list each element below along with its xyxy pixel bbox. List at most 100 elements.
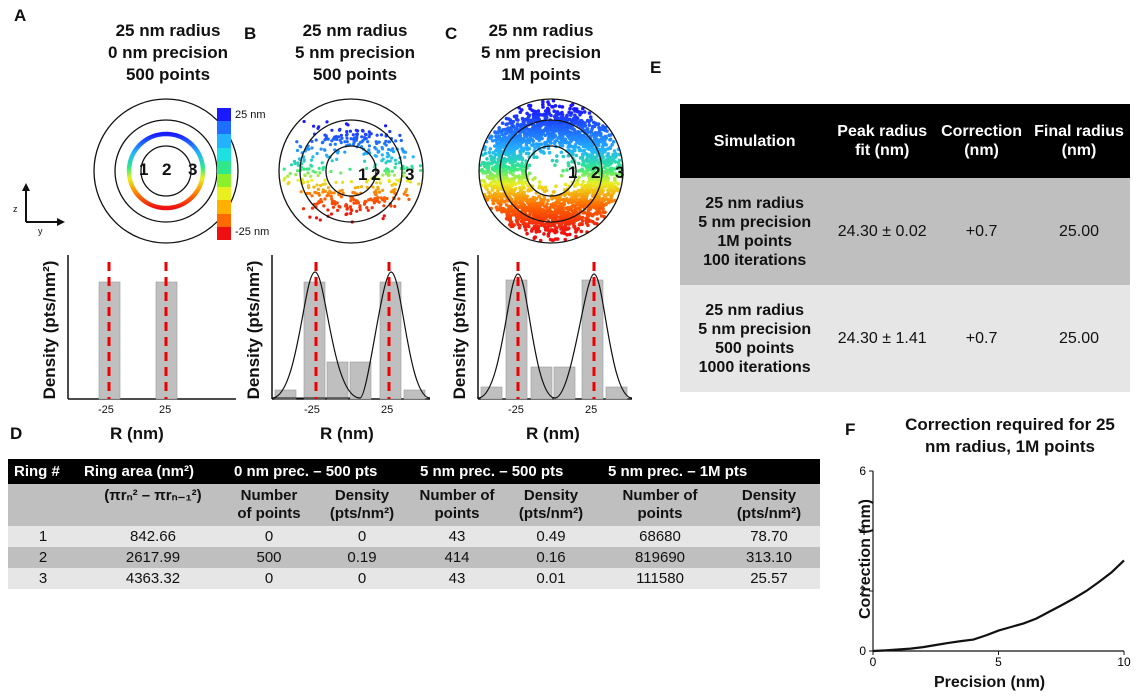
- cell: 313.10: [718, 547, 820, 568]
- col-peak-radius: Peak radius fit (nm): [829, 104, 936, 178]
- empty-cell: [8, 484, 78, 526]
- colorbar-segment: [217, 160, 231, 175]
- cell: 78.70: [718, 526, 820, 547]
- cell: 2617.99: [78, 547, 228, 568]
- panel-b-title: 25 nm radius 5 nm precision 500 points: [265, 20, 445, 86]
- subheader: Number of points: [228, 484, 310, 526]
- table-row: 1 842.66 0 0 43 0.49 68680 78.70: [8, 526, 820, 547]
- colorbar-segment: [217, 147, 231, 161]
- panel-a-title: 25 nm radius 0 nm precision 500 points: [78, 20, 258, 86]
- correction-series-line: [872, 559, 1125, 653]
- cell: 25.57: [718, 568, 820, 589]
- fit-cell: 24.30 ± 1.41: [829, 285, 936, 392]
- axis-y-label: y: [38, 226, 43, 236]
- colorbar-segment: [217, 174, 231, 188]
- sim-line: 100 iterations: [703, 251, 807, 269]
- colorbar-segment: [217, 121, 231, 135]
- panel-b-ring-1-label: 1: [358, 165, 368, 184]
- subheader: Number of points: [602, 484, 718, 526]
- colorbar-segment: [217, 108, 231, 122]
- cell: 1: [8, 526, 78, 547]
- cell: 4363.32: [78, 568, 228, 589]
- table-row: 2 2617.99 500 0.19 414 0.16 819690 313.1…: [8, 547, 820, 568]
- panel-label-e: E: [650, 58, 662, 77]
- y-tick-label: 2: [859, 584, 866, 598]
- panel-b-xlabel: R (nm): [320, 424, 374, 443]
- panel-c-ring-1-label: 1: [568, 163, 578, 182]
- final-cell: 25.00: [1028, 178, 1130, 285]
- x-tick-label: 10: [1117, 655, 1131, 669]
- panel-label-f: F: [845, 420, 856, 439]
- corr-cell: +0.7: [935, 285, 1028, 392]
- title-line: 5 nm precision: [295, 43, 415, 62]
- axis-z-label: z: [13, 204, 18, 214]
- panel-a-ring-3-label: 3: [188, 160, 198, 179]
- panel-b-tick-25: 25: [381, 404, 394, 416]
- chart-f-ylabel: Correction (nm): [857, 499, 874, 619]
- subheader: Density (pts/nm²): [718, 484, 820, 526]
- panel-c-ring-3-label: 3: [615, 163, 625, 182]
- colorbar-segment: [217, 134, 231, 148]
- panel-a-xlabel: R (nm): [110, 424, 164, 443]
- title-line: 500 points: [312, 65, 398, 84]
- sim-cell: 25 nm radius 5 nm precision 500 points 1…: [680, 285, 830, 392]
- cell: 68680: [602, 526, 718, 547]
- cell: 3: [8, 568, 78, 589]
- cell: 0: [310, 568, 414, 589]
- col-final-radius: Final radius (nm): [1028, 104, 1130, 178]
- x-tick-label: 5: [995, 655, 1002, 669]
- title-line: 5 nm precision: [481, 43, 601, 62]
- colorbar: [217, 108, 231, 241]
- table-row: 3 4363.32 0 0 43 0.01 111580 25.57: [8, 568, 820, 589]
- sim-line: 5 nm precision: [698, 213, 812, 231]
- chart-f-title: Correction required for 25 nm radius, 1M…: [905, 415, 1115, 456]
- sim-line: 5 nm precision: [698, 320, 812, 338]
- col-simulation: Simulation: [680, 104, 830, 178]
- corr-cell: +0.7: [935, 178, 1028, 285]
- panel-label-b: B: [244, 24, 257, 43]
- panel-b-ring-3-label: 3: [405, 165, 415, 184]
- sim-line: 25 nm radius: [705, 301, 804, 319]
- title-line: 1M points: [501, 65, 581, 84]
- subheader: Density (pts/nm²): [310, 484, 414, 526]
- cell: 0.16: [500, 547, 602, 568]
- cell: 414: [414, 547, 500, 568]
- panel-label-a: A: [14, 6, 27, 25]
- title-line: 500 points: [125, 65, 211, 84]
- cell: 0: [228, 526, 310, 547]
- cell: 111580: [602, 568, 718, 589]
- subheader-area-formula: (πrₙ² – πrₙ₋₁²): [78, 484, 228, 526]
- cell: 0.01: [500, 568, 602, 589]
- x-tick-label: 0: [870, 655, 877, 669]
- y-tick-label: 6: [859, 464, 866, 478]
- col-correction: Correction (nm): [935, 104, 1028, 178]
- col-0nm-500pts: 0 nm prec. – 500 pts: [228, 459, 414, 484]
- colorbar-segment: [217, 200, 231, 214]
- panel-label-c: C: [445, 24, 458, 43]
- chart-f-xlabel: Precision (nm): [934, 674, 1046, 691]
- panel-a-tick-25: 25: [159, 404, 172, 416]
- panel-c-ring-2-label: 2: [591, 163, 601, 182]
- subheader-row: (πrₙ² – πrₙ₋₁²) Number of points Density…: [8, 484, 820, 526]
- title-line: 25 nm radius: [488, 21, 594, 40]
- panel-c-tick-neg25: -25: [508, 404, 524, 416]
- col-5nm-500pts: 5 nm prec. – 500 pts: [414, 459, 602, 484]
- sim-cell: 25 nm radius 5 nm precision 1M points 10…: [680, 178, 830, 285]
- simulation-table: Simulation Peak radius fit (nm) Correcti…: [680, 104, 1130, 392]
- panel-b-tick-neg25: -25: [304, 404, 320, 416]
- panel-c-title: 25 nm radius 5 nm precision 1M points: [451, 20, 631, 86]
- panel-a-ring-2-label: 2: [162, 160, 172, 179]
- sim-line: 1M points: [717, 232, 792, 250]
- cell: 0: [228, 568, 310, 589]
- panel-a-tick-neg25: -25: [98, 404, 114, 416]
- cell: 2: [8, 547, 78, 568]
- panel-label-d: D: [10, 424, 23, 443]
- cell: 500: [228, 547, 310, 568]
- col-5nm-1m: 5 nm prec. – 1M pts: [602, 459, 820, 484]
- fit-cell: 24.30 ± 0.02: [829, 178, 936, 285]
